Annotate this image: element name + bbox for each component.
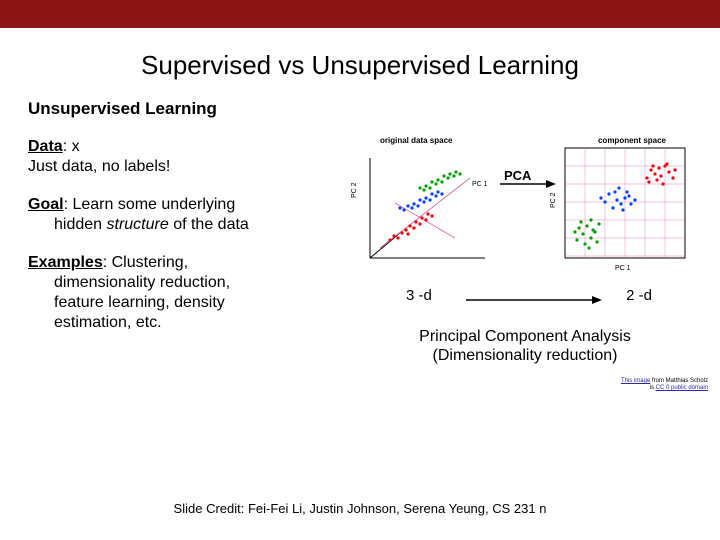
svg-text:PC 2: PC 2 xyxy=(351,182,358,198)
subtitle: Unsupervised Learning xyxy=(28,99,720,119)
data-value: : x xyxy=(63,138,80,155)
slide-title: Supervised vs Unsupervised Learning xyxy=(0,50,720,81)
svg-text:PC 2: PC 2 xyxy=(550,192,557,208)
fig-label-center: PCA xyxy=(504,168,531,183)
pca-svg: PC 2 PC 1 PC 2 PC 1 xyxy=(350,140,700,275)
data-block: Data: x Just data, no labels! xyxy=(28,137,328,177)
dim-2d-label: 2 -d xyxy=(626,287,652,304)
examples-label: Examples xyxy=(28,254,103,271)
credit-link1[interactable]: This image xyxy=(621,378,650,384)
svg-text:PC 1: PC 1 xyxy=(472,181,488,188)
data-line2: Just data, no labels! xyxy=(28,158,170,175)
goal-line2-ital: structure xyxy=(107,216,169,233)
goal-line2a: hidden xyxy=(54,216,107,233)
pca-figure: original data space component space PCA … xyxy=(350,140,700,275)
examples-line3: feature learning, density xyxy=(28,293,328,313)
caption-line1: Principal Component Analysis xyxy=(419,328,631,345)
examples-line4: estimation, etc. xyxy=(28,313,328,333)
dim-arrow-icon xyxy=(466,295,606,305)
examples-line2: dimensionality reduction, xyxy=(28,273,328,293)
image-credit: This image from Matthias Scholz is CC 0 … xyxy=(621,378,708,392)
goal-label: Goal xyxy=(28,196,64,213)
caption-line2: (Dimensionality reduction) xyxy=(433,347,618,364)
goal-line2b: of the data xyxy=(169,216,249,233)
examples-line1: : Clustering, xyxy=(103,254,188,271)
dim-row: 3 -d 2 -d xyxy=(350,285,700,309)
dim-3d-label: 3 -d xyxy=(406,287,432,304)
fig-label-left: original data space xyxy=(380,136,452,145)
goal-block: Goal: Learn some underlying hidden struc… xyxy=(28,195,328,235)
credit-link2[interactable]: CC 0 public domain xyxy=(656,385,708,391)
footer-credit: Slide Credit: Fei-Fei Li, Justin Johnson… xyxy=(0,501,720,516)
fig-label-right: component space xyxy=(598,136,666,145)
data-label: Data xyxy=(28,138,63,155)
top-bar xyxy=(0,0,720,28)
goal-line1: : Learn some underlying xyxy=(64,196,236,213)
credit-rest1: from Matthias Scholz xyxy=(650,378,708,384)
figure-panel: original data space component space PCA … xyxy=(350,140,700,365)
svg-text:PC 1: PC 1 xyxy=(615,265,631,272)
examples-block: Examples: Clustering, dimensionality red… xyxy=(28,253,328,333)
figure-caption: Principal Component Analysis (Dimensiona… xyxy=(350,327,700,365)
